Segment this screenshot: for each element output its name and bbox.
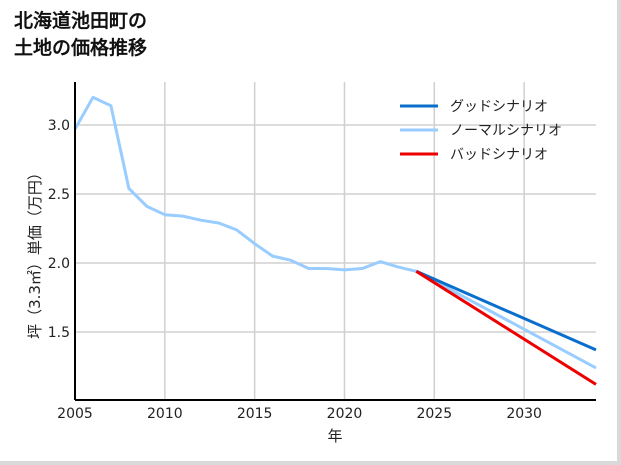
y-axis-ticks: 1.5 2.0 2.5 3.0 [48, 118, 70, 341]
legend-item: ノーマルシナリオ [400, 123, 562, 139]
series-line [415, 270, 597, 386]
legend-item: グッドシナリオ [400, 99, 548, 115]
x-tick-label: 2025 [416, 406, 452, 422]
x-axis-label: 年 [327, 427, 342, 445]
title-line-1: 北海道池田町の [14, 10, 148, 32]
y-axis-label: 坪（3.3㎡）単価（万円） [26, 165, 44, 339]
legend-label: バッドシナリオ [450, 147, 548, 163]
data-lines [73, 95, 597, 386]
x-axis-ticks: 2005 2010 2015 2020 2025 2030 [57, 406, 542, 422]
x-tick-label: 2020 [327, 406, 363, 422]
legend-label: グッドシナリオ [450, 99, 548, 115]
x-tick-label: 2010 [147, 406, 183, 422]
series-line [415, 269, 597, 352]
y-tick-label: 2.0 [48, 256, 70, 272]
legend-item: バッドシナリオ [400, 147, 548, 163]
x-tick-label: 2005 [57, 406, 93, 422]
y-tick-label: 2.5 [48, 187, 70, 203]
axes [74, 82, 596, 401]
y-tick-label: 3.0 [48, 118, 70, 134]
grid-lines [75, 82, 596, 400]
x-tick-label: 2015 [237, 406, 273, 422]
chart-title: 北海道池田町の 土地の価格推移 [14, 8, 147, 62]
legend-label: ノーマルシナリオ [450, 123, 562, 139]
title-line-2: 土地の価格推移 [14, 37, 148, 59]
y-tick-label: 1.5 [48, 325, 70, 341]
series-line [73, 95, 597, 370]
x-tick-label: 2030 [506, 406, 542, 422]
